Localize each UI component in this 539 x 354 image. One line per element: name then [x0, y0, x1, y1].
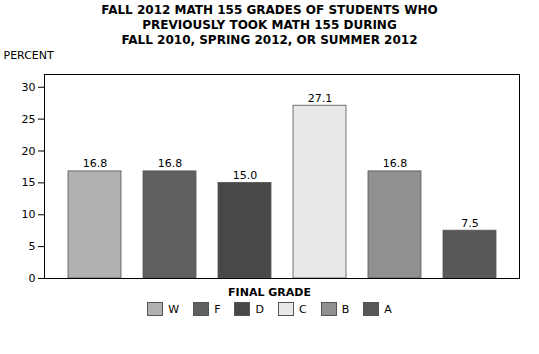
html-text:C: C	[299, 302, 307, 316]
svg-text:16.8: 16.8	[158, 157, 183, 170]
svg-text:25: 25	[22, 113, 36, 126]
svg-text:27.1: 27.1	[308, 92, 333, 105]
svg-text:16.8: 16.8	[383, 157, 408, 170]
svg-text:16.8: 16.8	[83, 157, 108, 170]
svg-text:PERCENT: PERCENT	[4, 49, 55, 62]
svg-text:0: 0	[29, 272, 36, 285]
svg-text:30: 30	[22, 81, 36, 94]
html-text:FINAL GRADE: FINAL GRADE	[228, 286, 311, 299]
html-text:FALL 2012 MATH 155 GRADES OF S: FALL 2012 MATH 155 GRADES OF STUDENTS WH…	[101, 3, 438, 47]
html-text:A: A	[384, 302, 392, 316]
svg-text:15: 15	[22, 176, 36, 189]
svg-text:10: 10	[22, 208, 36, 221]
svg-text:7.5: 7.5	[461, 217, 479, 230]
html-text:F: F	[214, 302, 221, 316]
svg-text:15.0: 15.0	[233, 169, 258, 182]
html-text:B: B	[341, 302, 350, 316]
html-text:W: W	[168, 302, 180, 316]
html-text:D: D	[255, 302, 264, 316]
svg-text:5: 5	[29, 240, 36, 253]
svg-text:20: 20	[22, 145, 36, 158]
